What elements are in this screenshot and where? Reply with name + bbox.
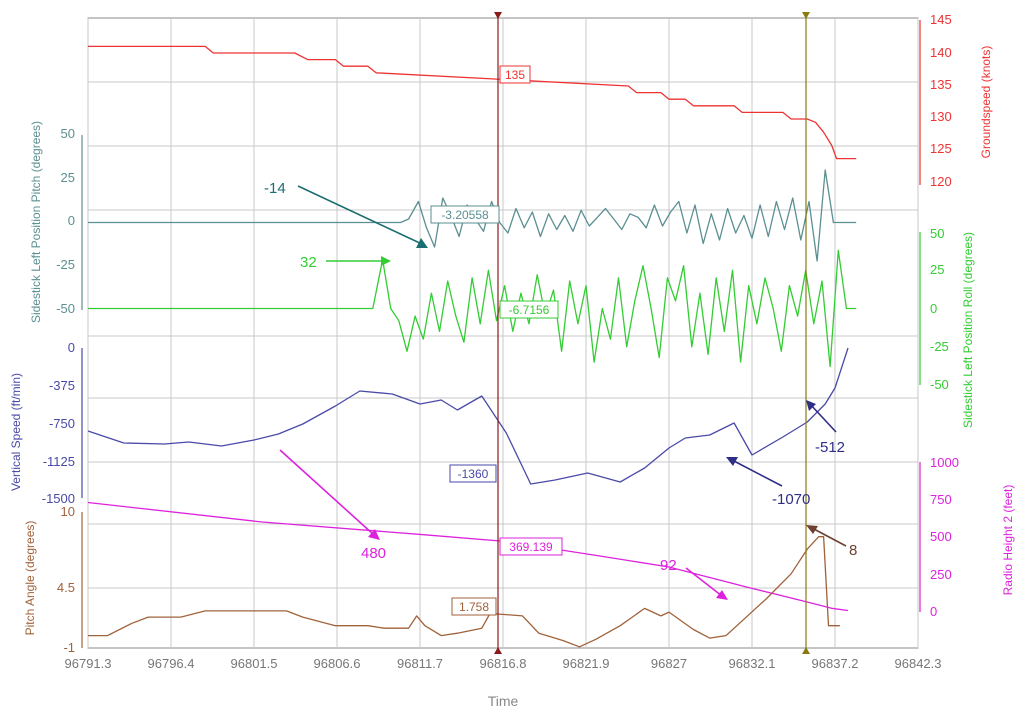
x-tick-label: 96806.6 xyxy=(314,656,361,671)
vs-readout: -1360 xyxy=(449,464,497,483)
roll-tick-label: 0 xyxy=(930,301,937,316)
roll-axis-label: Sidestick Left Position Roll (degrees) xyxy=(961,232,975,428)
x-tick-label: 96821.9 xyxy=(563,656,610,671)
rh-axis: 1000 750 500 250 0 Radio Height 2 (feet) xyxy=(930,455,1015,619)
roll-readout: -6.7156 xyxy=(499,300,559,319)
x-tick-label: 96832.1 xyxy=(729,656,776,671)
vs-callout-1070: -1070 xyxy=(726,457,810,508)
pa-callout-8: 8 xyxy=(806,525,857,559)
vs-tick-label: -375 xyxy=(49,378,75,393)
roll-axis: 50 25 0 -25 -50 Sidestick Left Position … xyxy=(930,226,975,428)
groundspeed-series-line xyxy=(88,45,857,160)
rh-callout-480-label: 480 xyxy=(361,545,386,562)
pitch-axis-label: Sidestick Left Position Pitch (degrees) xyxy=(29,121,43,323)
rh-tick-label: 250 xyxy=(930,567,952,582)
axis-lines xyxy=(81,20,921,648)
roll-callout: 32 xyxy=(300,254,391,271)
x-tick-label: 96816.8 xyxy=(480,656,527,671)
pa-readout: 1.758 xyxy=(451,597,497,616)
pa-axis: 10 4.5 -1 Pitch Angle (degrees) xyxy=(23,504,75,655)
x-tick-label: 96791.3 xyxy=(65,656,112,671)
cursor-1-top-marker[interactable] xyxy=(494,12,502,19)
rh-readout: 369.139 xyxy=(499,537,563,556)
cursor-1[interactable] xyxy=(494,12,502,654)
gs-tick-label: 135 xyxy=(930,77,952,92)
vs-callout-512-label: -512 xyxy=(815,439,845,456)
vs-callout-512: -512 xyxy=(806,400,845,456)
rh-tick-label: 0 xyxy=(930,604,937,619)
cursor-2[interactable] xyxy=(802,12,810,654)
cursor-1-bottom-marker[interactable] xyxy=(494,647,502,654)
x-axis-label: Time xyxy=(488,693,519,709)
vs-axis-label: Vertical Speed (ft/min) xyxy=(9,373,23,491)
pitch-tick-label: 0 xyxy=(68,213,75,228)
pitch-tick-label: -25 xyxy=(56,257,75,272)
x-axis: 96791.3 96796.4 96801.5 96806.6 96811.7 96816… xyxy=(65,656,942,671)
gs-tick-label: 120 xyxy=(930,174,952,189)
pa-tick-label: -1 xyxy=(63,640,75,655)
pitch-tick-label: 50 xyxy=(61,126,75,141)
gs-tick-label: 140 xyxy=(930,45,952,60)
rh-readout-value: 369.139 xyxy=(509,540,553,554)
x-tick-label: 96837.2 xyxy=(812,656,859,671)
vs-tick-label: -1500 xyxy=(42,491,75,506)
pitch-axis: 50 25 0 -25 -50 Sidestick Left Position … xyxy=(29,121,75,323)
pitch_angle-series-line xyxy=(88,536,840,648)
rh-callout-480: 480 xyxy=(279,449,386,562)
cursor-2-top-marker[interactable] xyxy=(802,12,810,19)
pitch-callout-label: -14 xyxy=(264,180,286,197)
gs-tick-label: 130 xyxy=(930,109,952,124)
vs-tick-label: 0 xyxy=(68,340,75,355)
pa-tick-label: 4.5 xyxy=(57,580,75,595)
x-tick-label: 96796.4 xyxy=(148,656,195,671)
radio_height-series-line xyxy=(87,501,849,612)
rh-axis-label: Radio Height 2 (feet) xyxy=(1001,485,1015,596)
pitch-readout: -3.20558 xyxy=(430,205,500,224)
pa-axis-label: Pitch Angle (degrees) xyxy=(23,521,37,636)
rh-tick-label: 750 xyxy=(930,492,952,507)
vs-axis: 0 -375 -750 -1125 -1500 Vertical Speed (… xyxy=(9,340,75,506)
vs-callout-1070-label: -1070 xyxy=(772,491,810,508)
rh-tick-label: 500 xyxy=(930,529,952,544)
vs-tick-label: -1125 xyxy=(43,454,75,469)
pa-tick-label: 10 xyxy=(61,504,75,519)
pitch-tick-label: 25 xyxy=(61,170,75,185)
pitch-callout: -14 xyxy=(264,180,428,248)
roll-tick-label: 25 xyxy=(930,262,944,277)
gs-tick-label: 125 xyxy=(930,141,952,156)
roll-callout-label: 32 xyxy=(300,254,317,271)
rh-callout-92: 92 xyxy=(660,557,728,600)
pitch-readout-value: -3.20558 xyxy=(441,208,489,222)
vs-tick-label: -750 xyxy=(49,416,75,431)
rh-tick-label: 1000 xyxy=(930,455,959,470)
x-tick-label: 96811.7 xyxy=(397,656,443,671)
roll-tick-label: -50 xyxy=(930,377,949,392)
x-tick-label: 96801.5 xyxy=(231,656,278,671)
pa-readout-value: 1.758 xyxy=(459,600,489,614)
gs-readout-value: 135 xyxy=(505,68,525,82)
pitch-tick-label: -50 xyxy=(56,301,75,316)
pa-callout-8-label: 8 xyxy=(849,542,857,559)
x-tick-label: 96827 xyxy=(651,656,687,671)
vs-readout-value: -1360 xyxy=(458,467,489,481)
roll-readout-value: -6.7156 xyxy=(509,303,550,317)
gs-tick-label: 145 xyxy=(930,12,952,27)
gs-axis-label: Groundspeed (knots) xyxy=(979,46,993,159)
x-tick-label: 96842.3 xyxy=(895,656,942,671)
cursor-2-bottom-marker[interactable] xyxy=(802,647,810,654)
roll-tick-label: 50 xyxy=(930,226,944,241)
groundspeed-axis: 145 140 135 130 125 120 Groundspeed (kno… xyxy=(930,12,993,189)
rh-callout-92-label: 92 xyxy=(660,557,677,574)
roll-series-line xyxy=(88,249,857,368)
gs-readout: 135 xyxy=(499,65,531,84)
vertical_speed-series-line xyxy=(87,347,849,485)
roll-tick-label: -25 xyxy=(930,339,949,354)
